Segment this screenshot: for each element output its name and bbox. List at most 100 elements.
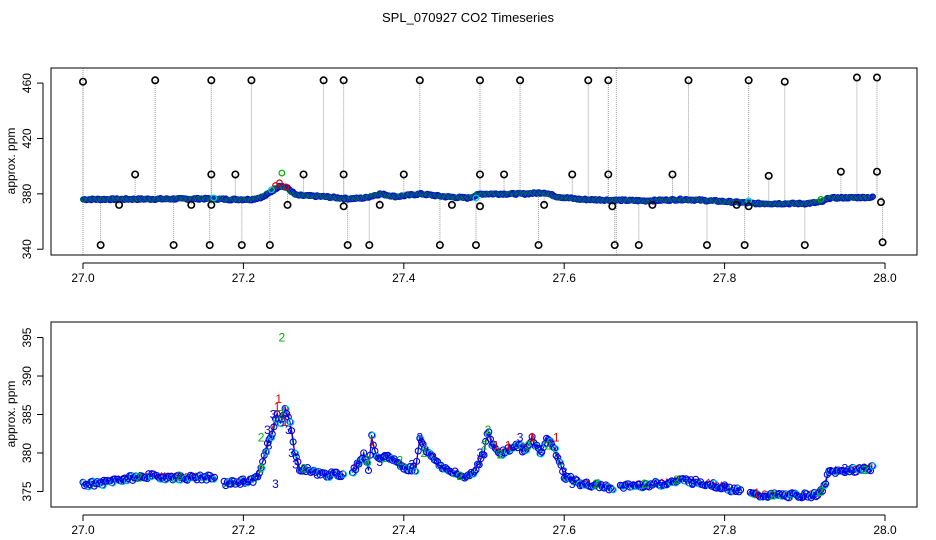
data-point bbox=[287, 418, 295, 426]
outlier-point bbox=[584, 76, 593, 85]
data-point bbox=[249, 478, 257, 486]
data-point bbox=[81, 482, 89, 490]
outlier-point bbox=[540, 200, 549, 209]
data-point bbox=[263, 448, 271, 456]
point-label: 2 bbox=[421, 446, 428, 460]
point-label: 2 bbox=[593, 477, 600, 491]
point-label: 3 bbox=[288, 446, 295, 460]
outlier-point bbox=[169, 241, 178, 250]
point-label: 2 bbox=[862, 463, 869, 477]
data-point bbox=[283, 410, 291, 418]
point-label: 2 bbox=[673, 473, 680, 487]
outlier-points bbox=[79, 73, 887, 250]
data-point bbox=[239, 477, 247, 486]
outlier-point bbox=[610, 241, 619, 250]
data-point bbox=[340, 470, 348, 478]
point-label: 2 bbox=[641, 477, 648, 491]
data-point bbox=[409, 462, 417, 470]
data-point bbox=[278, 169, 286, 177]
outlier-point bbox=[764, 171, 773, 180]
data-point bbox=[735, 488, 743, 496]
data-point bbox=[287, 427, 296, 435]
data-point bbox=[869, 193, 876, 200]
point-label: 1 bbox=[368, 434, 375, 448]
data-point bbox=[807, 494, 815, 502]
point-label: 2 bbox=[485, 423, 492, 437]
point-label: 3 bbox=[477, 446, 484, 460]
data-point bbox=[171, 475, 179, 483]
plot-frame bbox=[50, 321, 918, 508]
data-point bbox=[210, 473, 219, 481]
point-label: 1 bbox=[553, 431, 560, 445]
point-label: 2 bbox=[481, 438, 488, 452]
outlier-point bbox=[343, 241, 352, 250]
data-point bbox=[470, 468, 478, 476]
point-label: 2 bbox=[497, 448, 504, 462]
data-point bbox=[730, 488, 738, 496]
x-axis: 27.0 27.2 27.4 27.6 27.8 28.0 bbox=[71, 262, 897, 285]
data-point bbox=[737, 486, 745, 494]
data-point bbox=[609, 486, 617, 494]
point-label: 2 bbox=[545, 438, 552, 452]
point-label: 3 bbox=[285, 423, 292, 437]
data-point bbox=[277, 420, 285, 428]
outlier-point bbox=[319, 76, 328, 85]
outlier-point bbox=[79, 77, 88, 86]
outlier-point bbox=[207, 170, 216, 179]
data-point bbox=[364, 466, 373, 475]
point-label: 3 bbox=[569, 477, 576, 491]
point-label: 2 bbox=[457, 469, 464, 483]
data-point bbox=[557, 461, 565, 469]
point-label: 1 bbox=[274, 400, 281, 414]
data-point bbox=[282, 405, 290, 413]
point-label: 3 bbox=[376, 455, 383, 469]
outlier-point bbox=[475, 76, 484, 85]
outlier-point bbox=[740, 241, 749, 250]
outlier-point bbox=[283, 200, 292, 209]
x-tick-label: 28.0 bbox=[873, 523, 897, 537]
outlier-point bbox=[836, 167, 845, 176]
data-point bbox=[422, 445, 430, 453]
point-label: 2 bbox=[769, 488, 776, 502]
data-point bbox=[422, 448, 430, 456]
x-tick-label: 27.2 bbox=[232, 271, 256, 285]
outlier-point bbox=[151, 76, 160, 85]
point-label: 2 bbox=[364, 454, 371, 468]
chart-title: SPL_070927 CO2 Timeseries bbox=[382, 10, 554, 25]
outlier-point bbox=[231, 170, 240, 179]
outlier-point bbox=[247, 76, 256, 85]
data-point bbox=[547, 437, 555, 445]
data-point bbox=[186, 474, 194, 482]
data-point bbox=[730, 484, 738, 492]
x-tick-label: 27.0 bbox=[71, 523, 95, 537]
data-point bbox=[292, 450, 300, 458]
outlier-point bbox=[96, 241, 105, 250]
y-tick-label: 420 bbox=[20, 128, 34, 148]
y-tick-label: 385 bbox=[20, 404, 34, 424]
outlier-point bbox=[339, 202, 348, 211]
x-tick-label: 28.0 bbox=[873, 271, 897, 285]
data-point bbox=[251, 473, 259, 481]
data-point bbox=[294, 458, 302, 466]
outlier-point bbox=[872, 73, 881, 82]
point-label: 3 bbox=[689, 477, 696, 491]
data-point bbox=[472, 194, 480, 202]
point-label: 2 bbox=[258, 431, 265, 445]
data-point bbox=[210, 194, 218, 202]
outlier-point bbox=[415, 76, 424, 85]
x-tick-label: 27.8 bbox=[713, 523, 737, 537]
x-tick-label: 27.8 bbox=[713, 271, 737, 285]
y-tick-label: 390 bbox=[20, 366, 34, 386]
data-point bbox=[292, 453, 300, 461]
point-label: 2 bbox=[817, 484, 824, 498]
data-point bbox=[272, 415, 280, 423]
outlier-point bbox=[702, 241, 711, 250]
outlier-point bbox=[668, 170, 677, 179]
point-label: 3 bbox=[517, 431, 524, 445]
point-label: 3 bbox=[264, 423, 271, 437]
data-point bbox=[350, 464, 358, 472]
outlier-point bbox=[684, 76, 693, 85]
data-point bbox=[486, 435, 494, 443]
